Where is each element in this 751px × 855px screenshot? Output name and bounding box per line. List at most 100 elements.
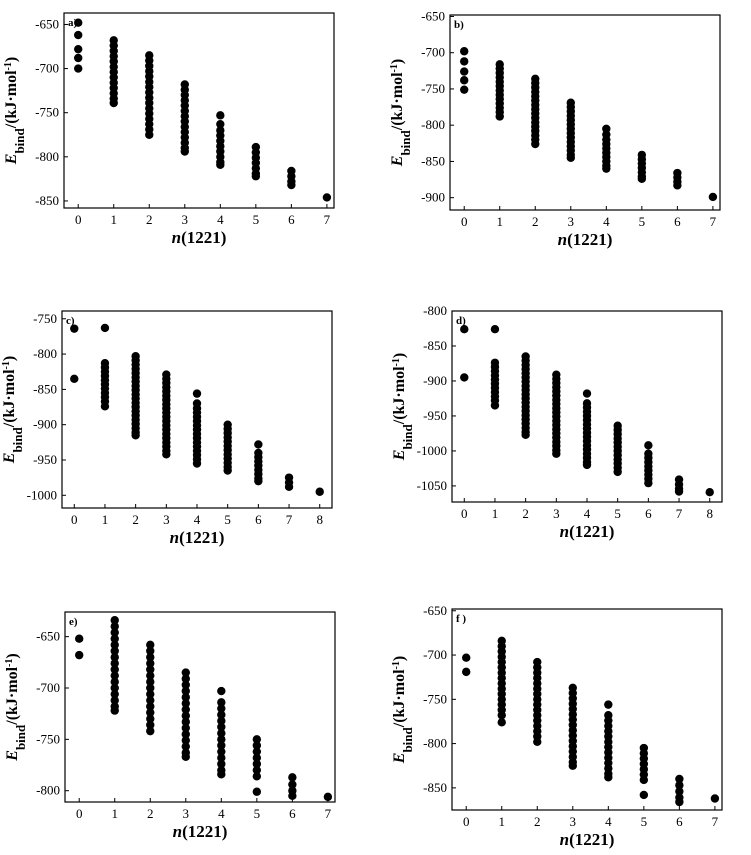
y-axis-label-sup: -1 bbox=[3, 62, 14, 70]
x-tick-label: 4 bbox=[584, 506, 591, 521]
x-tick-label: 8 bbox=[706, 506, 713, 521]
x-tick-label: 7 bbox=[286, 512, 293, 527]
data-point bbox=[252, 735, 262, 744]
data-point bbox=[217, 759, 226, 769]
x-tick-label: 1 bbox=[110, 212, 117, 227]
x-tick-label: 0 bbox=[75, 212, 82, 227]
x-tick-label: 3 bbox=[182, 212, 189, 227]
data-point bbox=[110, 665, 119, 674]
data-point bbox=[110, 683, 119, 693]
data-point bbox=[217, 747, 226, 756]
plot-frame bbox=[63, 12, 335, 209]
x-tick-label: 6 bbox=[645, 506, 652, 521]
data-point bbox=[146, 726, 155, 736]
y-tick-label: -850 bbox=[35, 193, 59, 208]
y-axis-label-sub: bind bbox=[12, 127, 27, 153]
y-axis-label-sub: bind bbox=[13, 724, 28, 750]
data-point bbox=[146, 640, 155, 650]
x-tick-label: 7 bbox=[710, 214, 717, 229]
data-point bbox=[497, 718, 506, 727]
data-point bbox=[644, 478, 653, 488]
data-point bbox=[284, 482, 294, 492]
data-point bbox=[145, 130, 154, 139]
y-tick-label: -750 bbox=[421, 81, 445, 96]
x-tick-label: 5 bbox=[253, 212, 260, 227]
data-point bbox=[460, 57, 469, 66]
data-point bbox=[131, 431, 140, 440]
y-axis-label-sub: bind bbox=[398, 129, 413, 155]
data-point bbox=[146, 696, 155, 705]
y-tick-label: -650 bbox=[423, 603, 447, 618]
y-tick-label: -900 bbox=[33, 417, 57, 432]
y-tick-label: -850 bbox=[421, 153, 445, 168]
y-tick-label: -800 bbox=[33, 346, 57, 361]
x-tick-label: 2 bbox=[532, 214, 539, 229]
y-tick-label: -950 bbox=[423, 408, 447, 423]
x-axis-label-var: n bbox=[558, 230, 567, 249]
y-axis-label-sup: -1 bbox=[391, 358, 402, 366]
data-point bbox=[100, 323, 110, 333]
data-point bbox=[217, 686, 226, 696]
plot-frame bbox=[64, 611, 336, 803]
x-tick-label: 4 bbox=[605, 814, 612, 829]
data-point bbox=[181, 686, 190, 696]
y-tick-label: -750 bbox=[33, 311, 57, 326]
y-tick-label: -650 bbox=[35, 16, 59, 31]
chart-panel: d) 0 1 2 3 4 5 6 7 8 -800 -850 -900 -950 -1000 -1050 n(1… bbox=[391, 303, 723, 541]
data-point bbox=[710, 794, 720, 803]
data-point bbox=[146, 652, 155, 662]
data-point bbox=[582, 389, 592, 398]
x-axis-label: n(1221) bbox=[172, 228, 227, 247]
data-point bbox=[192, 459, 202, 468]
data-point bbox=[644, 441, 653, 450]
x-tick-label: 7 bbox=[325, 806, 332, 821]
data-point bbox=[181, 752, 190, 762]
y-tick-label: -800 bbox=[423, 736, 447, 751]
x-tick-label: 0 bbox=[463, 814, 470, 829]
chart-panel: e) 0 1 2 3 4 5 6 7 -650 -700 -750 -800 n(1221) Ebind/(… bbox=[4, 611, 336, 841]
x-tick-label: 2 bbox=[147, 806, 154, 821]
data-point bbox=[181, 742, 190, 751]
x-tick-label: 0 bbox=[461, 214, 468, 229]
data-point bbox=[181, 693, 190, 702]
x-tick-label: 0 bbox=[76, 806, 83, 821]
data-point bbox=[521, 430, 530, 440]
data-point bbox=[254, 440, 263, 449]
x-tick-label: 1 bbox=[111, 806, 118, 821]
data-point bbox=[705, 488, 714, 497]
data-point bbox=[497, 711, 506, 720]
x-tick-label: 1 bbox=[498, 814, 505, 829]
x-tick-label: 0 bbox=[71, 512, 78, 527]
data-point bbox=[288, 791, 297, 801]
y-tick-label: -900 bbox=[423, 373, 447, 388]
x-tick-label: 5 bbox=[641, 814, 648, 829]
data-point bbox=[323, 792, 333, 802]
data-point bbox=[146, 714, 155, 724]
y-axis-label-rest: /(kJ·mol bbox=[391, 669, 408, 728]
y-axis-label-var: E bbox=[389, 156, 406, 168]
x-tick-label: 7 bbox=[712, 814, 719, 829]
data-point bbox=[110, 646, 119, 656]
data-point bbox=[639, 790, 649, 800]
x-axis-label-rest: (1221) bbox=[569, 830, 614, 849]
y-axis-label: Ebind/(kJ·mol-1) bbox=[391, 656, 415, 764]
x-tick-label: 4 bbox=[603, 214, 610, 229]
data-point bbox=[74, 44, 83, 54]
y-axis-label-rest: /(kJ·mol bbox=[391, 366, 408, 425]
chart-panel: a) 0 1 2 3 4 5 6 7 -650 -700 -750 -800 -850 n(1221) Ebi… bbox=[3, 12, 335, 247]
x-axis-label-rest: (1221) bbox=[182, 822, 227, 841]
data-point bbox=[146, 671, 155, 680]
x-axis-label-rest: (1221) bbox=[181, 228, 226, 247]
data-point bbox=[110, 696, 119, 705]
plot-frame bbox=[451, 608, 723, 811]
x-axis-label-var: n bbox=[172, 228, 181, 247]
y-tick-label: -1050 bbox=[417, 478, 447, 493]
x-tick-label: 1 bbox=[492, 506, 499, 521]
data-point bbox=[110, 671, 119, 680]
data-point bbox=[74, 18, 83, 27]
data-point bbox=[181, 730, 190, 739]
data-point bbox=[100, 402, 110, 411]
data-point bbox=[146, 689, 155, 699]
data-point bbox=[217, 704, 226, 713]
x-tick-label: 4 bbox=[194, 512, 201, 527]
